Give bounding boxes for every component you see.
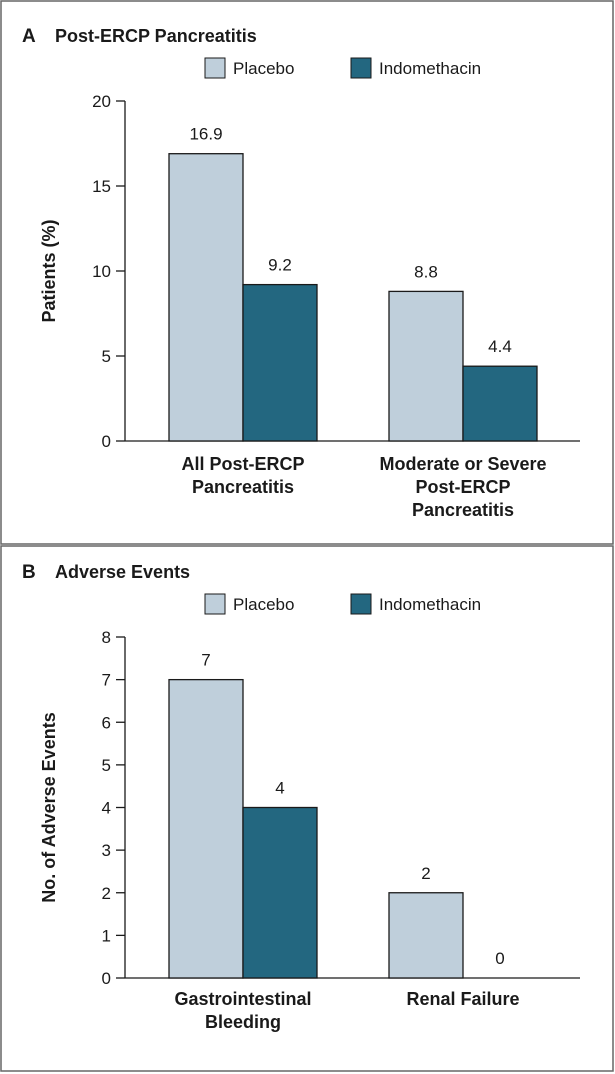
category-label: Pancreatitis (192, 477, 294, 497)
legend-label-indomethacin: Indomethacin (379, 595, 481, 614)
legend-swatch-indomethacin (350, 57, 372, 79)
y-axis-label: Patients (%) (39, 219, 59, 322)
bar-placebo (388, 892, 464, 979)
panel-title: Adverse Events (55, 562, 190, 582)
y-tick-label: 5 (102, 347, 111, 366)
y-tick-label: 10 (92, 262, 111, 281)
data-label-indomethacin: 0 (495, 949, 504, 968)
legend-label-placebo: Placebo (233, 595, 294, 614)
bar-placebo (168, 153, 244, 442)
y-tick-label: 15 (92, 177, 111, 196)
data-label-placebo: 2 (421, 864, 430, 883)
data-label-indomethacin: 4 (275, 779, 284, 798)
bar-indomethacin (242, 283, 318, 442)
y-tick-label: 20 (92, 92, 111, 111)
legend-label-placebo: Placebo (233, 59, 294, 78)
y-tick-label: 5 (102, 756, 111, 775)
panel-a: A Post-ERCP Pancreatitis Placebo Indomethac… (0, 0, 614, 545)
category-label: Renal Failure (406, 989, 519, 1009)
y-tick-label: 1 (102, 926, 111, 945)
legend-swatch-placebo (204, 57, 226, 79)
legend-swatch-indomethacin (350, 593, 372, 615)
y-tick-label: 4 (102, 799, 111, 818)
panel-letter: A (22, 26, 36, 47)
legend-label-indomethacin: Indomethacin (379, 59, 481, 78)
bar-placebo (388, 290, 464, 442)
bar-placebo (168, 678, 244, 979)
y-tick-label: 0 (102, 969, 111, 988)
y-tick-label: 2 (102, 884, 111, 903)
bar-indomethacin (462, 365, 538, 442)
data-label-indomethacin: 4.4 (488, 337, 512, 356)
data-label-placebo: 16.9 (189, 125, 222, 144)
category-label: Gastrointestinal (174, 989, 311, 1009)
category-label: All Post-ERCP (181, 454, 304, 474)
y-tick-label: 6 (102, 713, 111, 732)
y-tick-label: 7 (102, 671, 111, 690)
y-tick-label: 8 (102, 628, 111, 647)
category-label: Post-ERCP (415, 477, 510, 497)
y-tick-label: 0 (102, 432, 111, 451)
panel-letter: B (22, 562, 36, 583)
y-tick-label: 3 (102, 841, 111, 860)
legend-swatch-placebo (204, 593, 226, 615)
data-label-placebo: 7 (201, 651, 210, 670)
data-label-placebo: 8.8 (414, 262, 438, 281)
panel-b: B Adverse Events Placebo Indomethacin 0 1 2 3 4 5… (0, 545, 614, 1072)
y-axis-label: No. of Adverse Events (39, 712, 59, 902)
panel-frame (0, 545, 614, 1072)
category-label: Pancreatitis (412, 500, 514, 520)
category-label: Moderate or Severe (379, 454, 546, 474)
bar-indomethacin (242, 806, 318, 979)
panel-frame (0, 0, 614, 545)
data-label-indomethacin: 9.2 (268, 256, 292, 275)
category-label: Bleeding (205, 1012, 281, 1032)
panel-title: Post-ERCP Pancreatitis (55, 26, 257, 46)
